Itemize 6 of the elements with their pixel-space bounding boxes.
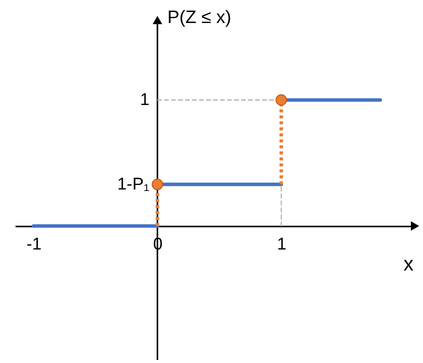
y-axis-title: P(Z ≤ x) bbox=[167, 7, 232, 27]
annotation: 1 bbox=[140, 90, 150, 109]
annotation: 1-P₁ bbox=[117, 174, 150, 194]
x-tick-label: -1 bbox=[26, 234, 42, 254]
x-axis-title: x bbox=[404, 254, 414, 276]
x-tick-label: 1 bbox=[277, 234, 286, 254]
